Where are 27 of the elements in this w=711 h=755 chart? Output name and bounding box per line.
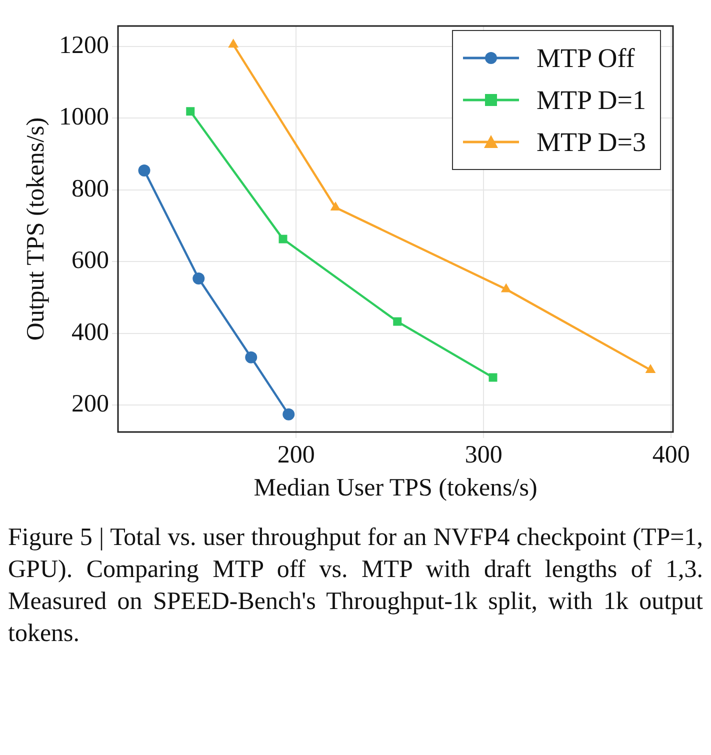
point <box>500 283 512 292</box>
point <box>228 38 239 48</box>
y-tick-label: 400 <box>72 318 109 346</box>
point <box>186 107 195 116</box>
x-axis-title: Median User TPS (tokens/s) <box>254 474 538 502</box>
point <box>645 364 656 373</box>
legend-label: MTP D=3 <box>536 126 646 159</box>
y-tick-label: 200 <box>72 390 109 418</box>
y-axis-title: Output TPS (tokens/s) <box>22 117 50 341</box>
y-tick-label: 1200 <box>59 32 109 60</box>
point <box>245 351 258 364</box>
point <box>488 373 498 382</box>
point <box>138 164 150 177</box>
point <box>192 272 205 284</box>
x-tick-label: 300 <box>464 442 502 469</box>
point <box>393 317 402 326</box>
x-tick-label: 200 <box>277 442 315 469</box>
y-tick-label: 1000 <box>59 104 109 131</box>
point <box>282 408 295 420</box>
legend-label: MTP D=1 <box>536 84 646 117</box>
point <box>278 234 288 244</box>
point <box>330 201 341 210</box>
caption: Figure 5 | Total vs. user throughput for an NVFP4 checkpoint (TP=1, GPU). Comparing MTP off vs. MTP with draft lengths of 1,3. Measured on SPEED-Bench's Throughput-1k split, with 1k output tokens. <box>8 523 703 649</box>
y-tick-label: 800 <box>72 175 109 202</box>
x-tick-label: 400 <box>652 442 690 469</box>
y-tick-label: 600 <box>72 247 109 274</box>
legend-label: MTP Off <box>536 42 635 75</box>
